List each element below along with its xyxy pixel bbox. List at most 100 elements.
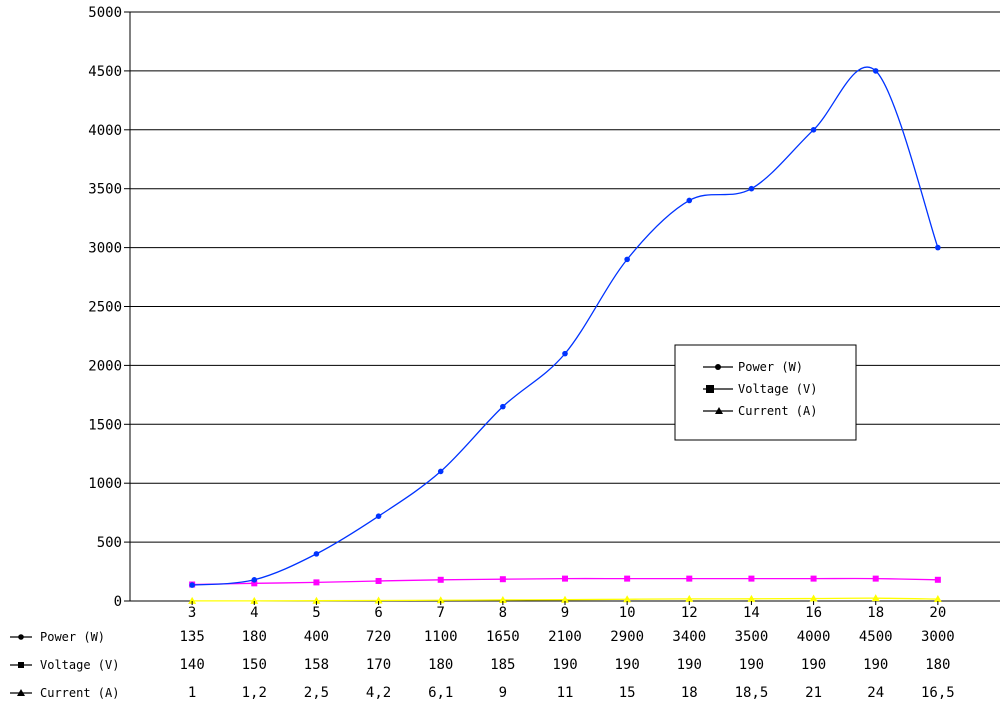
data-point	[561, 595, 569, 603]
y-tick-label: 500	[97, 535, 122, 551]
table-cell: 150	[242, 657, 267, 673]
table-cell: 18	[681, 685, 698, 701]
data-point	[498, 595, 507, 603]
table-cell: 190	[739, 657, 764, 673]
table-cell: 185	[490, 657, 515, 673]
table-row-marker	[17, 689, 25, 696]
data-point	[375, 577, 382, 584]
table-cell: 180	[925, 657, 950, 673]
table-cell: 4500	[859, 629, 893, 645]
data-point	[313, 579, 320, 586]
data-point	[624, 256, 630, 263]
legend-marker	[715, 364, 721, 370]
x-tick-label: 7	[436, 605, 444, 621]
data-point	[188, 596, 197, 604]
data-point	[810, 575, 817, 582]
x-tick-label: 6	[374, 605, 382, 621]
legend-box	[674, 344, 857, 441]
y-tick-label: 1000	[88, 476, 122, 492]
table-row-marker	[18, 662, 24, 668]
data-point	[500, 403, 506, 410]
data-point	[436, 596, 445, 604]
data-point	[934, 576, 941, 583]
table-cell: 190	[614, 657, 639, 673]
data-point	[935, 244, 941, 251]
table-cell: 190	[801, 657, 826, 673]
table-cell: 190	[863, 657, 888, 673]
x-tick-label: 10	[619, 605, 636, 621]
table-cell: 15	[619, 685, 636, 701]
table-cell: 180	[242, 629, 267, 645]
table-cell: 2900	[610, 629, 644, 645]
table-cell: 2100	[548, 629, 582, 645]
data-point	[437, 576, 444, 583]
data-point	[189, 582, 195, 588]
data-point	[251, 580, 258, 587]
y-axis-ticks: 0 500 1000 1500 2000 2500 3000 3500 4000 4500 5000	[88, 5, 130, 610]
data-point	[374, 596, 383, 604]
data-point	[685, 594, 694, 602]
table-cell: 158	[304, 657, 329, 673]
table-cell: 190	[552, 657, 577, 673]
data-point	[810, 127, 817, 133]
x-tick-label: 12	[681, 605, 698, 621]
table-cell: 4000	[797, 629, 831, 645]
data-point	[251, 576, 258, 583]
table-cell: 11	[557, 685, 574, 701]
data-point	[809, 594, 818, 602]
table-row-label: Current (A)	[40, 686, 119, 700]
x-tick-label: 18	[867, 605, 884, 621]
table-cell: 21	[805, 685, 822, 701]
grid-lines	[129, 11, 1000, 602]
x-tick-label: 9	[561, 605, 569, 621]
data-point	[499, 576, 506, 583]
data-point	[686, 575, 693, 582]
y-tick-label: 1500	[88, 417, 122, 433]
data-point	[747, 594, 756, 602]
table-cell: 1	[188, 685, 196, 701]
y-tick-label: 3500	[88, 182, 122, 198]
legend-label: Voltage (V)	[738, 382, 817, 396]
data-point	[250, 596, 259, 604]
data-point	[375, 513, 382, 519]
data-point	[562, 350, 568, 357]
table-cell: 3500	[735, 629, 769, 645]
y-tick-label: 5000	[88, 5, 122, 21]
table-cell: 1650	[486, 629, 520, 645]
y-tick-label: 0	[114, 594, 122, 610]
table-cell: 1100	[424, 629, 458, 645]
legend-marker	[706, 385, 714, 393]
series-lines	[188, 66, 942, 604]
table-cell: 400	[304, 629, 329, 645]
table-cell: 3000	[921, 629, 955, 645]
data-point	[624, 575, 631, 582]
data-point	[686, 197, 693, 204]
y-tick-label: 2500	[88, 300, 122, 316]
legend-marker	[715, 407, 723, 414]
series-line	[192, 66, 939, 586]
table-row-label: Voltage (V)	[40, 658, 119, 672]
table-row-marker	[18, 634, 24, 640]
table-row-label: Power (W)	[40, 630, 105, 644]
x-tick-label: 5	[312, 605, 320, 621]
data-point	[748, 575, 755, 582]
y-tick-label: 4000	[88, 123, 122, 139]
table-cell: 18,5	[735, 685, 769, 701]
x-tick-label: 8	[499, 605, 507, 621]
table-cell: 180	[428, 657, 453, 673]
data-point	[562, 575, 568, 582]
x-axis-ticks: 3 4 5 6 7 8 9 10 12 14 16 18 20	[188, 601, 946, 621]
y-tick-label: 3000	[88, 241, 122, 257]
y-tick-label: 2000	[88, 358, 122, 374]
data-point	[748, 185, 755, 192]
data-table: Power (W) 135 180 400 720 1100 1650 2100 2900 340…	[10, 629, 955, 701]
x-tick-label: 16	[805, 605, 822, 621]
table-cell: 6,1	[428, 685, 453, 701]
data-point	[872, 575, 879, 582]
table-cell: 2,5	[304, 685, 329, 701]
x-tick-label: 3	[188, 605, 196, 621]
data-point	[872, 68, 879, 74]
x-tick-label: 4	[250, 605, 258, 621]
table-cell: 140	[179, 657, 204, 673]
